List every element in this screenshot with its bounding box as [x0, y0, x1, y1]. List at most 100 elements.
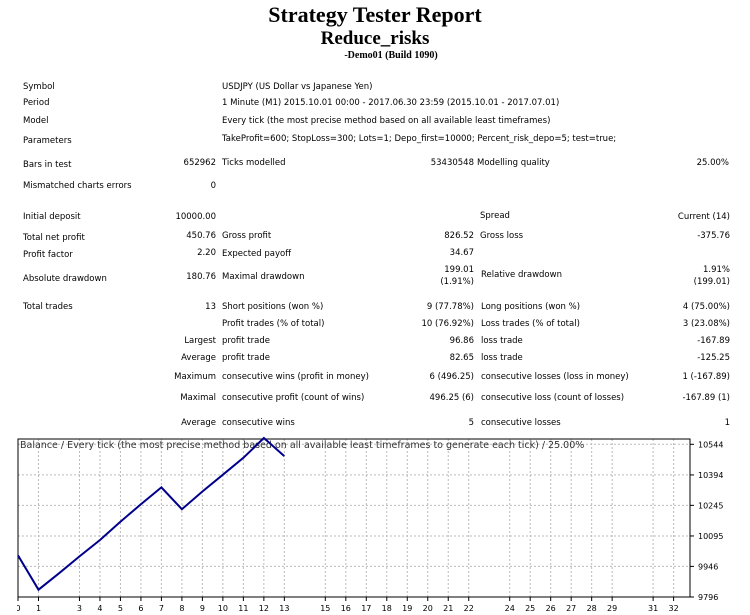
gross-loss-label: Gross loss — [480, 231, 524, 241]
x-tick-label: 16 — [341, 604, 351, 613]
model-label: Model — [23, 116, 49, 126]
maximal-label: Maximal — [180, 393, 216, 403]
average-profit-value: 82.65 — [449, 353, 474, 363]
absolute-drawdown-label: Absolute drawdown — [23, 274, 107, 284]
bars-value: 652962 — [183, 158, 216, 168]
average2-label: Average — [181, 418, 216, 428]
profit-trades-value: 10 (76.92%) — [421, 319, 474, 329]
symbol-label: Symbol — [23, 82, 55, 92]
max-cons-wins-label: consecutive wins (profit in money) — [222, 372, 369, 382]
x-tick-label: 15 — [320, 604, 330, 613]
gross-profit-label: Gross profit — [222, 231, 272, 241]
balance-chart: Balance / Every tick (the most precise m… — [17, 434, 748, 615]
spread-label: Spread — [480, 211, 510, 221]
model-value: Every tick (the most precise method base… — [222, 116, 551, 126]
ticks-label: Ticks modelled — [222, 158, 286, 168]
balance-chart-svg: Balance / Every tick (the most precise m… — [17, 434, 748, 615]
gross-profit-value: 826.52 — [444, 231, 474, 241]
x-tick-label: 25 — [525, 604, 535, 613]
maximal-cons-profit-value: 496.25 (6) — [429, 393, 474, 403]
spread-value: Current (14) — [677, 212, 730, 222]
x-tick-label: 18 — [382, 604, 392, 613]
short-positions-label: Short positions (won %) — [222, 302, 324, 312]
avg-cons-wins-label: consecutive wins — [222, 418, 295, 428]
initial-deposit-label: Initial deposit — [23, 212, 81, 222]
largest-label: Largest — [184, 336, 216, 346]
x-tick-label: 5 — [118, 604, 123, 613]
x-tick-label: 8 — [179, 604, 184, 613]
x-tick-label: 7 — [159, 604, 164, 613]
parameters-value: TakeProfit=600; StopLoss=300; Lots=1; De… — [222, 134, 617, 144]
y-axis-ticks: 10544 10394 10245 10095 9946 9796 — [690, 440, 723, 602]
relative-drawdown-amount: (199.01) — [693, 277, 730, 287]
maximal-cons-profit-label: consecutive profit (count of wins) — [222, 393, 365, 403]
max-cons-losses-value: 1 (-167.89) — [682, 372, 730, 382]
relative-drawdown-label: Relative drawdown — [481, 270, 562, 280]
avg-cons-losses-label: consecutive losses — [481, 418, 561, 428]
x-tick-label: 13 — [279, 604, 289, 613]
loss-trades-label: Loss trades (% of total) — [481, 319, 580, 329]
average-loss-value: -125.25 — [697, 353, 730, 363]
initial-deposit-value: 10000.00 — [175, 212, 216, 222]
x-tick-label: 1 — [36, 604, 41, 613]
x-tick-label: 17 — [361, 604, 371, 613]
x-tick-label: 31 — [648, 604, 658, 613]
total-net-profit-value: 450.76 — [186, 231, 216, 241]
long-positions-value: 4 (75.00%) — [682, 302, 730, 312]
x-tick-label: 29 — [607, 604, 617, 613]
largest-profit-value: 96.86 — [449, 336, 474, 346]
maximum-label: Maximum — [174, 372, 216, 382]
report-subtitle: Reduce_risks — [320, 28, 430, 49]
report-build: -Demo01 (Build 1090) — [344, 50, 438, 61]
x-tick-label: 21 — [443, 604, 453, 613]
period-value: 1 Minute (M1) 2015.10.01 00:00 - 2017.06… — [222, 98, 560, 108]
profit-trades-label: Profit trades (% of total) — [222, 319, 325, 329]
quality-value: 25.00% — [696, 158, 729, 168]
balance-line — [17, 436, 285, 592]
y-tick-label: 10544 — [698, 440, 723, 449]
quality-label: Modelling quality — [477, 158, 550, 168]
max-cons-wins-value: 6 (496.25) — [429, 372, 474, 382]
profit-factor-label: Profit factor — [23, 250, 73, 260]
x-tick-label: 3 — [77, 604, 82, 613]
bars-label: Bars in test — [23, 160, 72, 170]
max-cons-losses-label: consecutive losses (loss in money) — [481, 372, 629, 382]
largest-profit-label: profit trade — [222, 336, 270, 346]
x-tick-label: 12 — [259, 604, 269, 613]
x-tick-label: 24 — [505, 604, 515, 613]
plot-area-border — [17, 438, 691, 598]
average-profit-label: profit trade — [222, 353, 270, 363]
x-tick-label: 26 — [546, 604, 556, 613]
total-trades-label: Total trades — [23, 302, 73, 312]
chart-background — [17, 434, 748, 615]
x-tick-label: 0 — [17, 604, 21, 613]
relative-drawdown-value: 1.91% — [702, 265, 730, 275]
long-positions-label: Long positions (won %) — [481, 302, 581, 312]
largest-loss-label: loss trade — [481, 336, 523, 346]
absolute-drawdown-value: 180.76 — [186, 272, 216, 282]
x-tick-label: 32 — [669, 604, 679, 613]
maximal-drawdown-percent: (1.91%) — [440, 277, 474, 287]
x-tick-label: 11 — [238, 604, 248, 613]
avg-cons-wins-value: 5 — [468, 418, 474, 428]
x-tick-label: 20 — [423, 604, 433, 613]
maximal-cons-loss-label: consecutive loss (count of losses) — [481, 393, 625, 403]
short-positions-value: 9 (77.78%) — [426, 302, 474, 312]
period-label: Period — [23, 98, 50, 108]
y-tick-label: 10095 — [698, 532, 723, 541]
expected-payoff-value: 34.67 — [449, 248, 474, 258]
x-tick-label: 28 — [587, 604, 597, 613]
loss-trades-value: 3 (23.08%) — [682, 319, 730, 329]
x-tick-label: 9 — [200, 604, 205, 613]
maximal-drawdown-label: Maximal drawdown — [222, 272, 305, 282]
chart-title: Balance / Every tick (the most precise m… — [20, 440, 584, 451]
parameters-label: Parameters — [23, 136, 72, 146]
mismatched-value: 0 — [210, 181, 216, 191]
maximal-drawdown-value: 199.01 — [444, 265, 474, 275]
total-net-profit-label: Total net profit — [23, 233, 85, 243]
gross-loss-value: -375.76 — [697, 231, 730, 241]
x-tick-label: 10 — [218, 604, 228, 613]
profit-factor-value: 2.20 — [197, 248, 216, 258]
average-loss-label: loss trade — [481, 353, 523, 363]
expected-payoff-label: Expected payoff — [222, 249, 292, 259]
